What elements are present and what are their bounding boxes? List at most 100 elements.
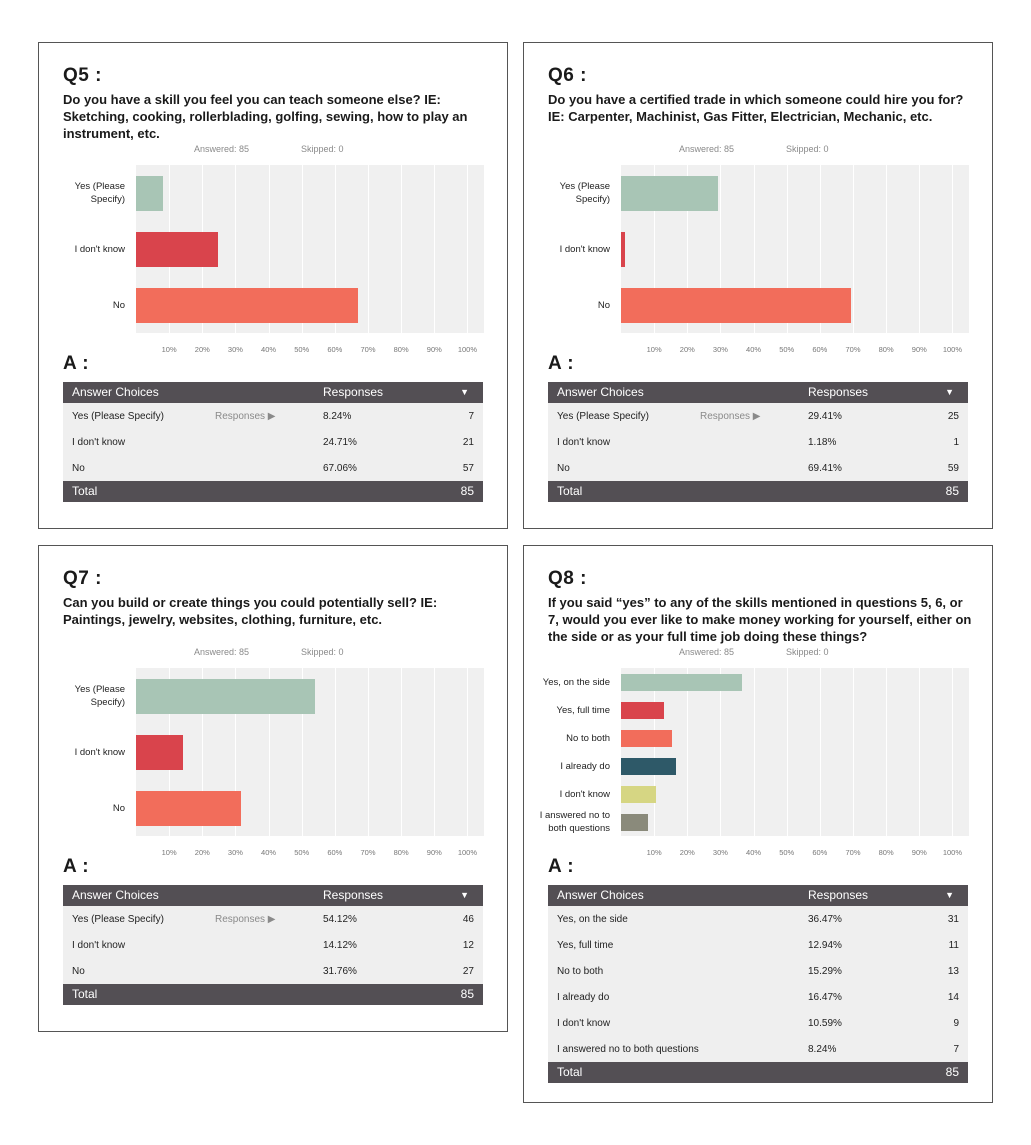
gridline	[235, 668, 237, 836]
question-number: Q6 :	[548, 65, 587, 86]
header-answer-choices: Answer Choices	[72, 888, 159, 902]
table-header: Answer Choices Responses ▼	[548, 885, 968, 906]
sort-down-icon[interactable]: ▼	[945, 387, 954, 397]
header-responses[interactable]: Responses	[323, 888, 384, 902]
table-row: I don't know 14.12% 12	[63, 932, 483, 958]
bar-category-label: Yes (Please Specify)	[35, 180, 125, 206]
x-tick-label: 50%	[294, 848, 310, 857]
question-card-q5: Q5 : Do you have a skill you feel you can…	[38, 42, 508, 529]
bar-category-label: Yes, full time	[520, 704, 610, 717]
gridline	[334, 165, 336, 333]
answer-choice: Yes, full time	[557, 940, 614, 951]
bar-category-label-line: I don't know	[559, 788, 610, 800]
chart-bar	[136, 287, 359, 323]
gridline	[886, 165, 888, 333]
answer-label: A :	[548, 353, 575, 374]
total-label: Total	[72, 987, 98, 1001]
response-percent: 54.12%	[323, 914, 357, 925]
responses-link[interactable]: Responses ▶	[215, 914, 276, 925]
question-text: Do you have a certified trade in which s…	[548, 92, 964, 124]
chart-bar	[621, 729, 672, 747]
question-number: Q7 :	[63, 568, 102, 589]
skipped-count: Skipped: 0	[301, 144, 344, 154]
response-count: 14	[947, 992, 959, 1003]
x-tick-label: 30%	[227, 848, 243, 857]
x-tick-label: 30%	[712, 848, 728, 857]
gridline	[952, 668, 954, 836]
response-count: 12	[462, 940, 474, 951]
response-count: 31	[947, 914, 959, 925]
chart-bar	[136, 231, 218, 267]
chart-plot-area	[621, 668, 969, 836]
header-responses[interactable]: Responses	[808, 385, 869, 399]
gridline	[434, 165, 436, 333]
response-percent: 16.47%	[808, 992, 842, 1003]
question-card-q7: Q7 : Can you build or create things you c…	[38, 545, 508, 1032]
bar-category-label-line: Specify)	[575, 194, 610, 205]
sort-down-icon[interactable]: ▼	[945, 890, 954, 900]
response-count: 59	[947, 463, 959, 474]
bar-category-label-line: I don't know	[74, 746, 125, 758]
response-count: 1	[953, 437, 959, 448]
bar-category-label-line: I already do	[560, 760, 610, 772]
response-percent: 8.24%	[808, 1044, 837, 1055]
chart-plot-area	[621, 165, 969, 333]
response-count: 13	[947, 966, 959, 977]
total-count: 85	[460, 484, 474, 498]
header-responses[interactable]: Responses	[808, 888, 869, 902]
answer-choice: I don't know	[557, 1018, 611, 1029]
skipped-count: Skipped: 0	[786, 647, 829, 657]
gridline	[368, 165, 369, 333]
x-tick-label: 100%	[457, 848, 478, 857]
answer-choice: Yes (Please Specify)	[72, 411, 164, 422]
sort-down-icon[interactable]: ▼	[460, 890, 469, 900]
table-row: Yes (Please Specify) Responses ▶ 8.24% 7	[63, 403, 483, 429]
x-tick-label: 80%	[878, 345, 894, 354]
bar-category-label: Yes, on the side	[520, 676, 610, 689]
chart-bar	[621, 287, 852, 323]
bar-category-label-line: No to both	[566, 732, 610, 744]
chart-plot-area	[136, 668, 484, 836]
gridline	[786, 165, 788, 333]
table-row: No 69.41% 59	[548, 455, 968, 481]
question-number: Q5 :	[63, 65, 102, 86]
bar-category-label-line: Yes, full time	[556, 704, 610, 716]
gridline	[819, 668, 821, 836]
bar-category-label: Yes (Please Specify)	[520, 180, 610, 206]
response-percent: 1.18%	[808, 437, 837, 448]
answered-count: Answered: 85	[194, 144, 250, 154]
total-count: 85	[460, 987, 474, 1001]
sort-down-icon[interactable]: ▼	[460, 387, 469, 397]
gridline	[654, 165, 656, 333]
response-percent: 10.59%	[808, 1018, 842, 1029]
chart-bar	[621, 813, 649, 831]
question-text: If you said “yes” to any of the skills m…	[548, 595, 972, 644]
chart-bar	[136, 734, 183, 770]
answer-choice: I don't know	[72, 437, 126, 448]
bar-category-label: I already do	[520, 760, 610, 773]
chart-bar	[136, 790, 242, 826]
responses-link[interactable]: Responses ▶	[700, 411, 761, 422]
total-count: 85	[945, 1065, 959, 1079]
answer-choice: No	[72, 966, 85, 977]
table-row: No 31.76% 27	[63, 958, 483, 984]
response-count: 21	[462, 437, 474, 448]
header-responses[interactable]: Responses	[323, 385, 384, 399]
x-tick-label: 60%	[812, 848, 828, 857]
answer-label: A :	[63, 856, 90, 877]
response-count: 57	[462, 463, 474, 474]
chart-bar	[621, 785, 657, 803]
responses-link[interactable]: Responses ▶	[215, 411, 276, 422]
responses-table: Answer Choices Responses ▼ Yes, on the side…	[548, 885, 968, 1083]
response-percent: 67.06%	[323, 463, 357, 474]
table-row: I don't know 1.18% 1	[548, 429, 968, 455]
gridline	[434, 668, 436, 836]
table-row: I answered no to both questions 8.24% 7	[548, 1036, 968, 1062]
gridline	[919, 165, 921, 333]
gridline	[819, 165, 821, 333]
x-tick-label: 40%	[746, 345, 762, 354]
gridline	[301, 165, 303, 333]
table-total-row: Total 85	[63, 481, 483, 502]
x-tick-label: 40%	[261, 345, 277, 354]
x-tick-label: 70%	[845, 345, 861, 354]
